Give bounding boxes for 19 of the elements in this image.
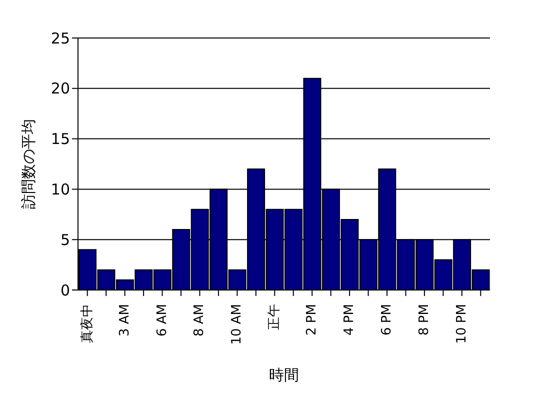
x-tick-label: 6 PM	[380, 304, 394, 336]
y-tick-label: 15	[50, 130, 70, 148]
y-tick-label: 0	[60, 281, 70, 300]
x-tick-label: 正午	[267, 304, 282, 330]
y-tick-label: 10	[50, 180, 70, 199]
x-tick-label: 3 AM	[117, 304, 132, 337]
x-tick-label: 真夜中	[78, 304, 95, 343]
y-axis-title: 訪問数の平均	[19, 119, 38, 209]
x-tick-label: 8 AM	[192, 304, 208, 337]
x-tick-label: 10 AM	[230, 304, 245, 345]
x-tick-label: 10 PM	[454, 304, 470, 344]
x-tick-label: 2 PM	[304, 304, 320, 336]
y-tick-label: 25	[50, 29, 70, 48]
x-tick-label: 8 PM	[416, 304, 432, 336]
x-axis-title: 時間	[269, 366, 299, 384]
y-tick-label: 20	[50, 80, 70, 98]
x-tick-label: 4 PM	[342, 304, 358, 336]
x-tick-label: 6 AM	[154, 304, 170, 337]
y-tick-label: 5	[60, 230, 70, 249]
